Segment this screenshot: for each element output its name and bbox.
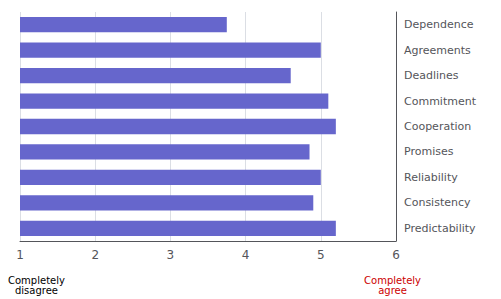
- svg-text:disagree: disagree: [15, 285, 58, 296]
- svg-text:Predictability: Predictability: [404, 222, 476, 235]
- svg-text:6: 6: [392, 248, 400, 262]
- svg-text:Reliability: Reliability: [404, 171, 458, 184]
- svg-text:Consistency: Consistency: [404, 196, 471, 209]
- svg-text:Promises: Promises: [404, 145, 454, 158]
- svg-text:3: 3: [167, 248, 175, 262]
- svg-text:Dependence: Dependence: [404, 18, 474, 31]
- svg-text:Commitment: Commitment: [404, 95, 477, 108]
- svg-text:Completely: Completely: [364, 274, 421, 286]
- svg-text:agree: agree: [378, 285, 407, 296]
- svg-text:1: 1: [16, 248, 24, 262]
- svg-text:4: 4: [242, 248, 250, 262]
- svg-text:Agreements: Agreements: [404, 44, 471, 57]
- svg-text:Cooperation: Cooperation: [404, 120, 471, 133]
- svg-text:Completely: Completely: [8, 274, 65, 286]
- svg-text:2: 2: [91, 248, 99, 262]
- svg-text:5: 5: [317, 248, 325, 262]
- svg-text:Deadlines: Deadlines: [404, 69, 459, 82]
